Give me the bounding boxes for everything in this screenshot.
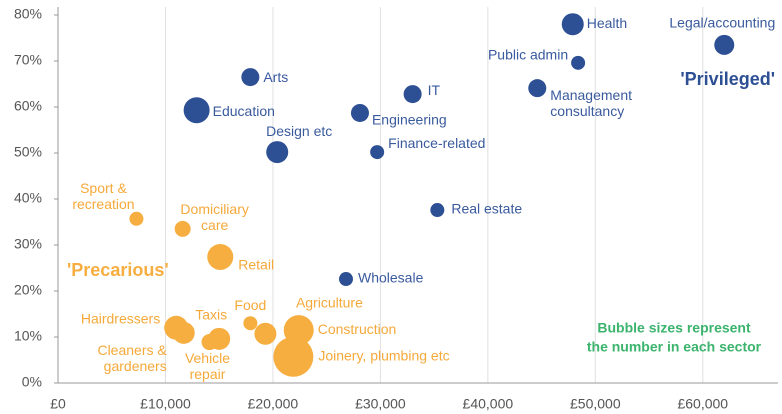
bubble [571,55,586,70]
bubble-label: Finance-related [388,135,485,151]
bubble [243,316,258,331]
y-tick-label: 0% [22,374,42,390]
bubble-label: Wholesale [358,270,424,286]
bubble-label: Retail [238,257,274,273]
bubble [350,103,369,122]
bubble [430,203,445,218]
x-tick-label: £20,000 [248,396,299,412]
bubble-label: Taxis [195,307,227,323]
bubble [403,85,422,104]
y-tick-label: 80% [14,6,42,22]
y-tick-label: 30% [14,236,42,252]
bubble [129,211,144,226]
bubble [174,220,191,237]
bubble [172,321,195,344]
bubble [339,272,353,287]
bubble-label: Legal/accounting [669,15,775,31]
x-tick-label: £40,000 [463,396,514,412]
bubble-label: Real estate [451,201,522,217]
bubble [183,97,210,124]
bubble-label: Cleaners & gardeners [97,342,167,374]
bubble-label: Construction [318,321,397,337]
bubble-label: Joinery, plumbing etc [318,347,449,363]
x-tick-label: £10,000 [140,396,191,412]
bubble-label: Design etc [266,123,332,139]
bubble-label: Education [213,103,275,119]
group-label: 'Privileged' [680,69,775,89]
bubble-label: IT [428,82,441,98]
bubble-label: Domiciliary care [180,201,248,233]
bubble [254,322,277,345]
y-tick-label: 40% [14,190,42,206]
bubble-label: Management consultancy [550,87,632,119]
bubble [528,79,547,98]
bubble-label: Health [587,15,627,31]
bubble [266,141,289,164]
bubble-label: Agriculture [296,294,363,310]
group-label: 'Precarious' [67,260,169,280]
y-tick-label: 70% [14,52,42,68]
bubble [201,334,218,351]
note: Bubble sizes represent [597,320,751,336]
x-tick-label: £60,000 [677,396,728,412]
bubble-label: Public admin [488,47,568,63]
bubble [561,13,584,36]
x-tick-label: £50,000 [570,396,621,412]
x-tick-label: £0 [50,396,66,412]
bubble-label: Arts [263,69,288,85]
bubble [370,145,385,160]
bubble-label: Engineering [372,112,447,128]
note: the number in each sector [587,339,762,355]
bubble [273,336,314,377]
y-tick-label: 10% [14,328,42,344]
bubble [241,68,260,87]
bubble-label: Hairdressers [81,311,160,327]
y-tick-label: 50% [14,144,42,160]
bubble-label: Sport & recreation [72,179,134,211]
bubble-label: Vehicle repair [185,350,230,382]
bubble [714,34,735,55]
x-tick-label: £30,000 [355,396,406,412]
bubble [207,243,234,270]
y-tick-label: 20% [14,282,42,298]
bubble-label: Food [234,297,266,313]
y-tick-label: 60% [14,98,42,114]
